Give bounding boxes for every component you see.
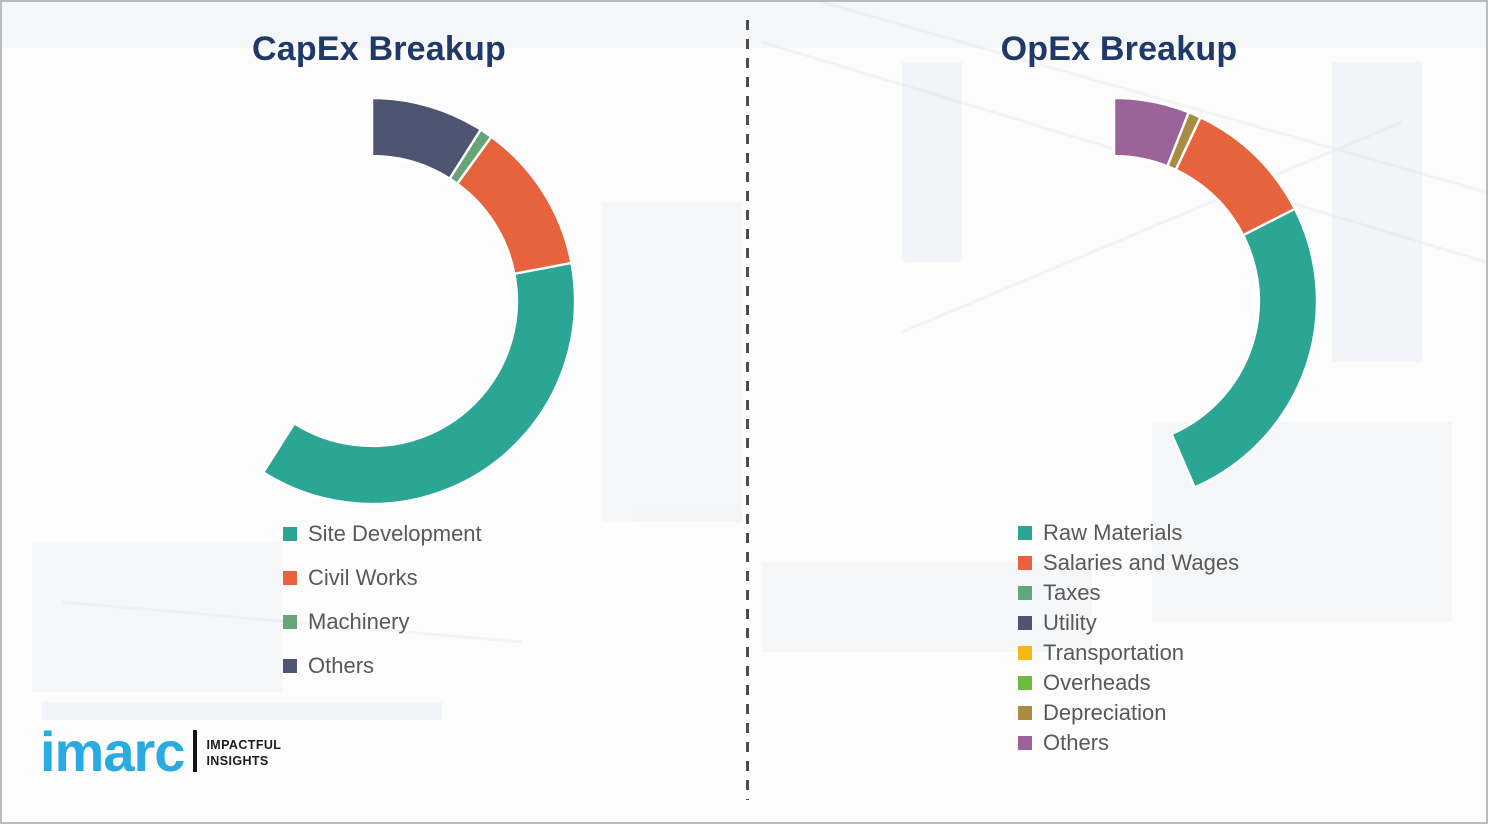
legend-item-civil-works: Civil Works: [283, 556, 482, 600]
legend-swatch-icon: [1018, 526, 1032, 540]
legend-swatch-icon: [1018, 586, 1032, 600]
legend-label: Others: [308, 653, 375, 678]
legend-label: Taxes: [1043, 580, 1101, 605]
logo-tagline-line2: INSIGHTS: [206, 754, 269, 769]
imarc-logo: imarc IMPACTFUL INSIGHTS: [40, 720, 281, 783]
legend-item-others: Others: [1018, 728, 1239, 758]
legend-swatch-icon: [283, 527, 297, 541]
logo-tagline-line1: IMPACTFUL: [206, 738, 282, 753]
legend-swatch-icon: [283, 615, 297, 629]
legend-item-machinery: Machinery: [283, 600, 482, 644]
legend-swatch-icon: [1018, 646, 1032, 660]
legend-swatch-icon: [1018, 736, 1032, 750]
legend-label: Utility: [1043, 610, 1097, 635]
legend-item-transportation: Transportation: [1018, 638, 1239, 668]
legend-label: Salaries and Wages: [1043, 550, 1240, 575]
legend-swatch-icon: [283, 659, 297, 673]
donut-segment-others: [370, 96, 483, 181]
legend-item-depreciation: Depreciation: [1018, 698, 1239, 728]
legend-item-others: Others: [283, 644, 482, 688]
opex-legend: Raw Materials Salaries and Wages Taxes Util…: [1018, 518, 1239, 758]
legend-label: Overheads: [1043, 670, 1151, 695]
capex-donut-chart: [261, 96, 577, 506]
legend-label: Raw Materials: [1043, 520, 1183, 545]
logo-tagline: IMPACTFUL INSIGHTS: [206, 737, 281, 770]
capex-chart-title: CapEx Breakup: [252, 30, 506, 68]
opex-donut-chart: [1112, 96, 1319, 489]
legend-item-site-development: Site Development: [283, 512, 482, 556]
center-dashed-divider: [746, 20, 749, 800]
legend-item-salaries-and-wages: Salaries and Wages: [1018, 548, 1239, 578]
capex-legend: Site Development Civil Works Machinery Othe…: [283, 512, 482, 688]
legend-label: Machinery: [308, 609, 410, 634]
legend-swatch-icon: [283, 571, 297, 585]
legend-label: Civil Works: [308, 565, 418, 590]
donut-segment-others: [1112, 96, 1191, 168]
legend-item-overheads: Overheads: [1018, 668, 1239, 698]
legend-label: Transportation: [1043, 640, 1185, 665]
legend-swatch-icon: [1018, 676, 1032, 690]
legend-label: Others: [1043, 730, 1110, 755]
imarc-logo-wordmark: imarc: [40, 720, 185, 783]
legend-item-raw-materials: Raw Materials: [1018, 518, 1239, 548]
legend-label: Depreciation: [1043, 700, 1167, 725]
legend-swatch-icon: [1018, 556, 1032, 570]
logo-divider-bar: [193, 729, 198, 772]
opex-chart-title: OpEx Breakup: [1000, 30, 1238, 68]
legend-swatch-icon: [1018, 706, 1032, 720]
legend-item-taxes: Taxes: [1018, 578, 1239, 608]
legend-swatch-icon: [1018, 616, 1032, 630]
legend-item-utility: Utility: [1018, 608, 1239, 638]
legend-label: Site Development: [308, 521, 482, 546]
